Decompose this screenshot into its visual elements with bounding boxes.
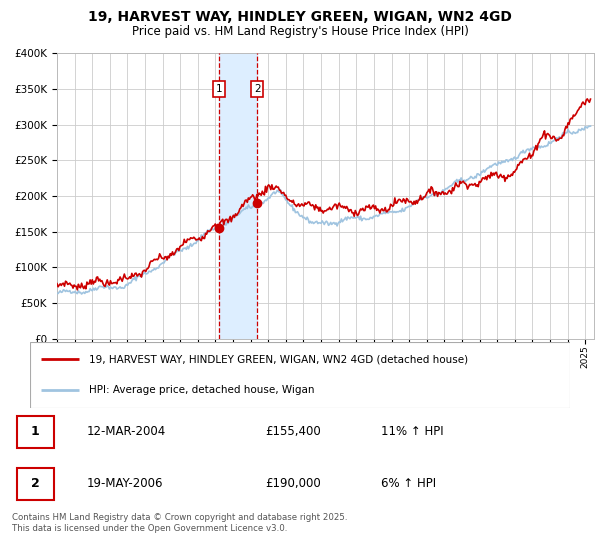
Text: £190,000: £190,000 [265,477,321,490]
Text: 19, HARVEST WAY, HINDLEY GREEN, WIGAN, WN2 4GD: 19, HARVEST WAY, HINDLEY GREEN, WIGAN, W… [88,10,512,24]
Bar [219,53,257,339]
FancyBboxPatch shape [17,416,54,448]
Text: 1: 1 [31,426,40,438]
Text: Price paid vs. HM Land Registry's House Price Index (HPI): Price paid vs. HM Land Registry's House … [131,25,469,38]
Text: 11% ↑ HPI: 11% ↑ HPI [380,426,443,438]
Text: 19, HARVEST WAY, HINDLEY GREEN, WIGAN, WN2 4GD (detached house): 19, HARVEST WAY, HINDLEY GREEN, WIGAN, W… [89,354,469,365]
Text: 6% ↑ HPI: 6% ↑ HPI [380,477,436,490]
Text: 2: 2 [254,84,260,94]
Text: 2: 2 [31,477,40,490]
Text: £155,400: £155,400 [265,426,321,438]
Text: Contains HM Land Registry data © Crown copyright and database right 2025.
This d: Contains HM Land Registry data © Crown c… [12,513,347,533]
FancyBboxPatch shape [17,468,54,500]
Text: 19-MAY-2006: 19-MAY-2006 [87,477,163,490]
Text: HPI: Average price, detached house, Wigan: HPI: Average price, detached house, Wiga… [89,385,315,395]
Text: 12-MAR-2004: 12-MAR-2004 [87,426,166,438]
FancyBboxPatch shape [30,342,570,408]
Text: 1: 1 [215,84,222,94]
